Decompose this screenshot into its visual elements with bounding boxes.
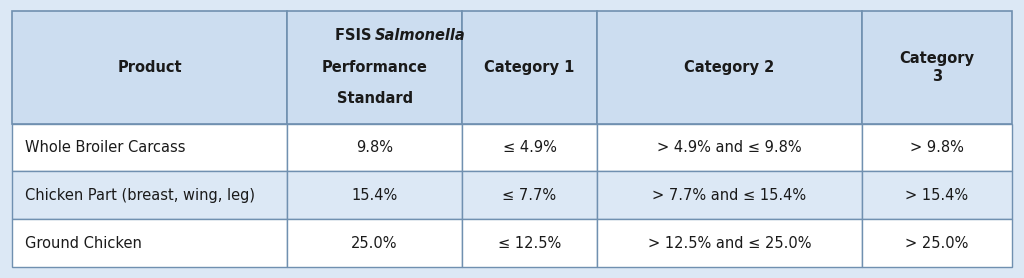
Bar	[287, 124, 462, 172]
Text: > 9.8%: > 9.8%	[909, 140, 964, 155]
Text: Chicken Part (breast, wing, leg): Chicken Part (breast, wing, leg)	[25, 188, 255, 203]
Bar	[287, 172, 462, 219]
Text: Salmonella: Salmonella	[375, 28, 465, 43]
Bar	[862, 219, 1012, 267]
Text: ≤ 12.5%: ≤ 12.5%	[498, 235, 561, 250]
Text: Category
3: Category 3	[899, 51, 974, 84]
Bar	[462, 219, 597, 267]
Text: ≤ 4.9%: ≤ 4.9%	[503, 140, 556, 155]
Bar	[462, 124, 597, 172]
Text: 9.8%: 9.8%	[356, 140, 393, 155]
Text: Performance: Performance	[322, 60, 427, 75]
Bar	[12, 11, 287, 124]
Bar	[597, 172, 862, 219]
Bar	[862, 172, 1012, 219]
Text: 25.0%: 25.0%	[351, 235, 398, 250]
Text: Whole Broiler Carcass: Whole Broiler Carcass	[25, 140, 185, 155]
Text: > 4.9% and ≤ 9.8%: > 4.9% and ≤ 9.8%	[657, 140, 802, 155]
Bar	[287, 219, 462, 267]
Text: Ground Chicken: Ground Chicken	[25, 235, 141, 250]
Bar	[597, 124, 862, 172]
Bar	[12, 219, 287, 267]
Bar	[12, 172, 287, 219]
Bar	[462, 11, 597, 124]
Bar	[862, 11, 1012, 124]
Text: > 12.5% and ≤ 25.0%: > 12.5% and ≤ 25.0%	[647, 235, 811, 250]
Bar	[12, 124, 287, 172]
Text: Category 1: Category 1	[484, 60, 574, 75]
Text: 15.4%: 15.4%	[351, 188, 397, 203]
Bar	[597, 11, 862, 124]
Text: Category 2: Category 2	[684, 60, 774, 75]
Text: FSIS: FSIS	[335, 28, 375, 43]
Bar	[462, 172, 597, 219]
Text: > 25.0%: > 25.0%	[905, 235, 969, 250]
Text: > 7.7% and ≤ 15.4%: > 7.7% and ≤ 15.4%	[652, 188, 807, 203]
Text: > 15.4%: > 15.4%	[905, 188, 969, 203]
Bar	[597, 219, 862, 267]
Bar	[862, 124, 1012, 172]
Text: ≤ 7.7%: ≤ 7.7%	[503, 188, 557, 203]
Text: Standard: Standard	[337, 91, 413, 106]
Bar	[287, 11, 462, 124]
Text: Product: Product	[118, 60, 182, 75]
